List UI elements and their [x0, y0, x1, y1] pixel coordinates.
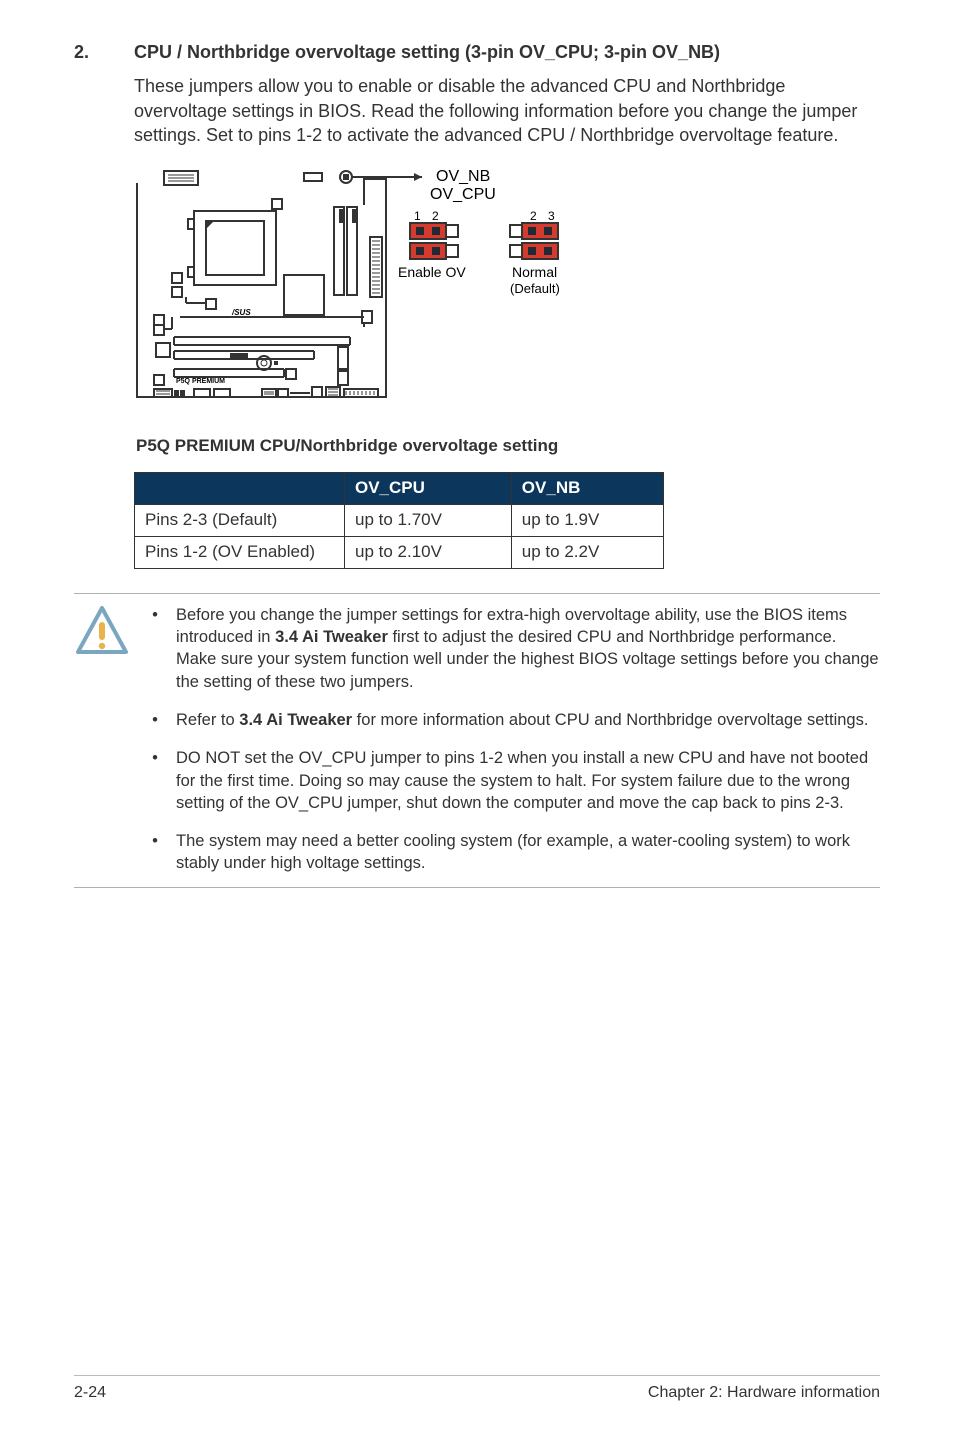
bullet-icon: • [152, 604, 158, 693]
pin2b-label: 2 [530, 209, 537, 223]
row0-cpu: up to 1.70V [345, 505, 512, 537]
default-label: (Default) [510, 281, 560, 296]
page-number: 2-24 [74, 1382, 106, 1404]
row1-nb: up to 2.2V [511, 537, 663, 569]
enable-ov-label: Enable OV [398, 264, 466, 280]
row0-nb: up to 1.9V [511, 505, 663, 537]
row0-label: Pins 2-3 (Default) [135, 505, 345, 537]
motherboard-svg: /SUS [134, 165, 604, 425]
diagram-caption: P5Q PREMIUM CPU/Northbridge overvoltage … [136, 435, 880, 458]
list-item: • DO NOT set the OV_CPU jumper to pins 1… [152, 747, 880, 814]
table-row: Pins 2-3 (Default) up to 1.70V up to 1.9… [135, 505, 664, 537]
bullet-icon: • [152, 747, 158, 814]
row1-cpu: up to 2.10V [345, 537, 512, 569]
page-footer: 2-24 Chapter 2: Hardware information [74, 1375, 880, 1404]
board-label: P5Q PREMIUM [176, 378, 225, 385]
bullet-icon: • [152, 709, 158, 731]
list-item: • Before you change the jumper settings … [152, 604, 880, 693]
intro-paragraph: These jumpers allow you to enable or dis… [134, 74, 880, 147]
ov-nb-label: OV_NB [436, 168, 490, 185]
pin3-label: 3 [548, 209, 555, 223]
warning-icon [74, 604, 132, 875]
chapter-label: Chapter 2: Hardware information [648, 1382, 880, 1404]
th-ov-cpu: OV_CPU [345, 473, 512, 505]
th-ov-nb: OV_NB [511, 473, 663, 505]
bullet-text-0: Before you change the jumper settings fo… [176, 604, 880, 693]
overvoltage-diagram: /SUS [134, 165, 880, 425]
warning-callout: • Before you change the jumper settings … [74, 593, 880, 888]
section-number: 2. [74, 40, 134, 64]
bullet-text-2: DO NOT set the OV_CPU jumper to pins 1-2… [176, 747, 880, 814]
section-title-text: CPU / Northbridge overvoltage setting (3… [134, 40, 720, 64]
bullet-text-3: The system may need a better cooling sys… [176, 830, 880, 875]
bullet-icon: • [152, 830, 158, 875]
asus-logo-text: /SUS [231, 308, 251, 317]
section-body: These jumpers allow you to enable or dis… [134, 74, 880, 569]
bullet-text-1: Refer to 3.4 Ai Tweaker for more informa… [176, 709, 868, 731]
warning-body: • Before you change the jumper settings … [152, 604, 880, 875]
table-header-row: OV_CPU OV_NB [135, 473, 664, 505]
row1-label: Pins 1-2 (OV Enabled) [135, 537, 345, 569]
list-item: • Refer to 3.4 Ai Tweaker for more infor… [152, 709, 880, 731]
pin1-label: 1 [414, 209, 421, 223]
pin2-label: 2 [432, 209, 439, 223]
table-row: Pins 1-2 (OV Enabled) up to 2.10V up to … [135, 537, 664, 569]
list-item: • The system may need a better cooling s… [152, 830, 880, 875]
voltage-table: OV_CPU OV_NB Pins 2-3 (Default) up to 1.… [134, 472, 664, 569]
ov-cpu-label: OV_CPU [430, 186, 496, 203]
section-heading: 2. CPU / Northbridge overvoltage setting… [74, 40, 880, 64]
th-blank [135, 473, 345, 505]
normal-label: Normal [512, 264, 557, 280]
